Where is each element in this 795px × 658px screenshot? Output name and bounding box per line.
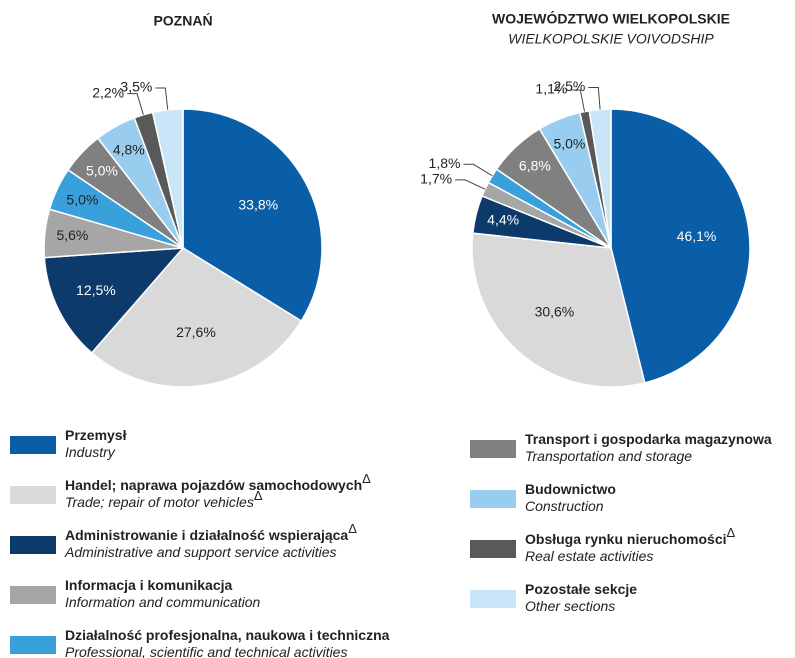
- data-label: 12,5%: [76, 282, 116, 298]
- legend-label-en-text: Construction: [525, 498, 604, 514]
- leader-line: [455, 179, 486, 190]
- legend-label-en: Administrative and support service activ…: [64, 544, 337, 560]
- legend-label-en: Other sections: [525, 598, 615, 614]
- data-label: 4,4%: [487, 212, 519, 228]
- data-label: 30,6%: [535, 304, 575, 320]
- leader-line: [127, 93, 144, 115]
- legend-swatch: [10, 486, 56, 504]
- legend-label-en: Construction: [525, 498, 604, 514]
- legend-swatch: [10, 436, 56, 454]
- pie-slice: [43, 247, 185, 354]
- legend-label-text: Przemysł: [65, 427, 127, 443]
- pie-slice: [610, 108, 751, 384]
- legend-label: Transport i gospodarka magazynowa: [525, 431, 772, 447]
- chart-title: WOJEWÓDZTWO WIELKOPOLSKIE: [492, 10, 730, 27]
- legend-label-en: Industry: [65, 444, 116, 460]
- legend-label-en: Trade; repair of motor vehiclesΔ: [65, 488, 263, 509]
- legend-label: Pozostałe sekcje: [525, 581, 637, 597]
- legend-label-text: Działalność profesjonalna, naukowa i tec…: [65, 627, 390, 643]
- data-label: 46,1%: [677, 228, 717, 244]
- legend-label-en: Information and communication: [65, 594, 261, 610]
- legend-label-en-text: Other sections: [525, 598, 615, 614]
- legend-label: Działalność profesjonalna, naukowa i tec…: [65, 627, 390, 643]
- pie-slice: [182, 108, 323, 323]
- legend-label-text: Administrowanie i działalność wspierając…: [65, 527, 348, 543]
- legend-label-en-text: Real estate activities: [525, 548, 653, 564]
- pie-slice: [471, 232, 646, 388]
- data-label: 5,0%: [66, 191, 98, 207]
- legend-label: Budownictwo: [525, 481, 616, 497]
- legend-label: Obsługa rynku nieruchomościΔ: [525, 525, 736, 546]
- legend-swatch: [10, 636, 56, 654]
- leader-line: [570, 89, 586, 112]
- leader-line: [155, 87, 169, 110]
- data-label: 1,8%: [429, 155, 461, 171]
- legend-swatch: [10, 586, 56, 604]
- legend-note: Δ: [254, 488, 263, 503]
- legend-label-text: Pozostałe sekcje: [525, 581, 637, 597]
- legend-label: Administrowanie i działalność wspierając…: [65, 521, 357, 542]
- data-label: 2,5%: [553, 78, 585, 94]
- pie-slice: [151, 108, 184, 249]
- legend-label-en: Real estate activities: [525, 548, 653, 564]
- legend-label-en: Transportation and storage: [525, 448, 692, 464]
- data-label: 1,1%: [535, 81, 567, 97]
- legend-label-text: Informacja i komunikacja: [65, 577, 232, 593]
- legend-label-en-text: Trade; repair of motor vehicles: [65, 494, 254, 510]
- legend-label-text: Transport i gospodarka magazynowa: [525, 431, 772, 447]
- legend-swatch: [470, 590, 516, 608]
- data-label: 5,6%: [56, 227, 88, 243]
- data-label: 2,2%: [92, 84, 124, 100]
- chart-subtitle: WIELKOPOLSKIE VOIVODSHIP: [508, 31, 714, 47]
- chart-title: POZNAŃ: [153, 13, 212, 29]
- legend-label-en-text: Industry: [65, 444, 116, 460]
- legend-note: Δ: [348, 521, 357, 536]
- legend-label-en-text: Professional, scientific and technical a…: [65, 644, 347, 658]
- legend-label-text: Handel; naprawa pojazdów samochodowych: [65, 477, 362, 493]
- leader-line: [588, 86, 601, 110]
- legend-swatch: [10, 536, 56, 554]
- legend-label: Przemysł: [65, 427, 127, 443]
- legend-label-en-text: Transportation and storage: [525, 448, 692, 464]
- data-label: 5,0%: [553, 136, 585, 152]
- data-label: 3,5%: [120, 79, 152, 95]
- legend-swatch: [470, 490, 516, 508]
- data-label: 1,7%: [420, 171, 452, 187]
- data-label: 33,8%: [238, 197, 278, 213]
- legend-label: Handel; naprawa pojazdów samochodowychΔ: [65, 471, 371, 492]
- legend-note: Δ: [727, 525, 736, 540]
- legend-label: Informacja i komunikacja: [65, 577, 232, 593]
- legend-label-text: Budownictwo: [525, 481, 616, 497]
- data-label: 6,8%: [519, 158, 551, 174]
- legend-label-en-text: Administrative and support service activ…: [64, 544, 337, 560]
- leader-line: [463, 163, 493, 177]
- data-label: 5,0%: [86, 163, 118, 179]
- legend-swatch: [470, 540, 516, 558]
- legend-label-en-text: Information and communication: [65, 594, 261, 610]
- data-label: 27,6%: [176, 324, 216, 340]
- legend-label-text: Obsługa rynku nieruchomości: [525, 531, 727, 547]
- legend-label-en: Professional, scientific and technical a…: [65, 644, 347, 658]
- pie-slice: [90, 247, 303, 388]
- legend-note: Δ: [362, 471, 371, 486]
- data-label: 4,8%: [113, 142, 145, 158]
- legend-swatch: [470, 440, 516, 458]
